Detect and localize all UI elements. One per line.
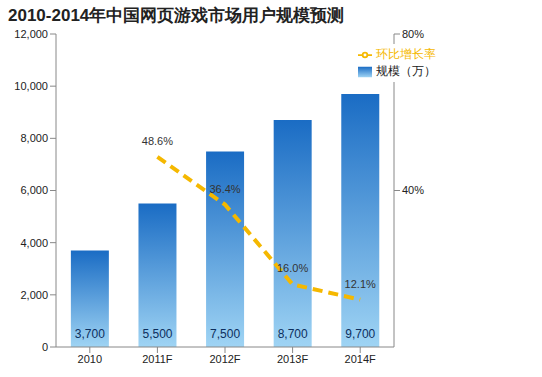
svg-text:5,500: 5,500 <box>142 327 172 341</box>
svg-text:2011F: 2011F <box>142 353 173 365</box>
svg-text:10,000: 10,000 <box>14 80 48 92</box>
svg-text:2013F: 2013F <box>277 353 308 365</box>
svg-text:7,500: 7,500 <box>210 327 240 341</box>
svg-text:3,700: 3,700 <box>75 327 105 341</box>
svg-text:6,000: 6,000 <box>20 184 48 196</box>
svg-text:2012F: 2012F <box>209 353 240 365</box>
html-text:规模（万）: 规模（万） <box>376 64 436 78</box>
svg-text:8,000: 8,000 <box>20 132 48 144</box>
svg-text:4,000: 4,000 <box>20 237 48 249</box>
svg-text:40%: 40% <box>402 184 424 196</box>
svg-text:0: 0 <box>42 341 48 353</box>
svg-text:12,000: 12,000 <box>14 28 48 40</box>
svg-text:48.6%: 48.6% <box>142 135 173 147</box>
svg-text:2014F: 2014F <box>345 353 376 365</box>
svg-text:9,700: 9,700 <box>345 327 375 341</box>
svg-text:2,000: 2,000 <box>20 289 48 301</box>
svg-text:80%: 80% <box>402 28 424 40</box>
svg-text:8,700: 8,700 <box>278 327 308 341</box>
svg-text:16.0%: 16.0% <box>277 262 308 274</box>
svg-text:12.1%: 12.1% <box>345 278 376 290</box>
svg-text:36.4%: 36.4% <box>209 183 240 195</box>
html-text:2010-2014年中国网页游戏市场用户规模预测: 2010-2014年中国网页游戏市场用户规模预测 <box>8 6 345 25</box>
svg-text:2010: 2010 <box>78 353 102 365</box>
html-text:环比增长率: 环比增长率 <box>376 47 436 61</box>
